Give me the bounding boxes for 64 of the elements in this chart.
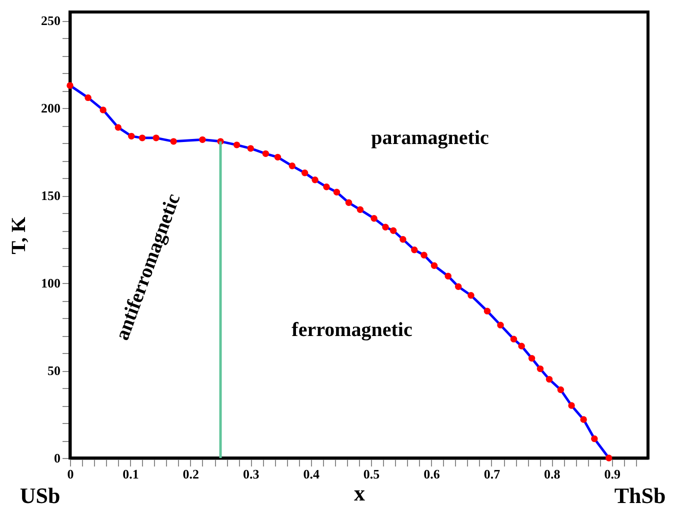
point (114, 124, 122, 131)
point (152, 134, 160, 142)
point (468, 292, 474, 299)
x-tick-label: 0.4 (303, 466, 320, 482)
point (591, 435, 598, 442)
point (345, 199, 352, 206)
point (233, 142, 240, 148)
point (536, 365, 544, 372)
point (411, 246, 418, 254)
point (301, 170, 308, 176)
y-axis-title: T, K (8, 216, 30, 254)
point (390, 227, 397, 234)
y-tick-label: 50 (48, 363, 60, 378)
y-tick-label: 0 (54, 450, 60, 466)
text: ThSb (614, 483, 666, 508)
point (606, 454, 612, 462)
x-tick-label: 0.9 (604, 466, 621, 482)
point (128, 132, 135, 140)
point (247, 145, 254, 152)
point (528, 354, 536, 362)
point (420, 252, 428, 258)
point (382, 224, 389, 230)
point (138, 134, 146, 142)
point (580, 416, 587, 423)
point (568, 402, 575, 409)
point (356, 206, 364, 213)
point (312, 176, 318, 184)
x-tick-label: 0.1 (122, 466, 139, 482)
point (546, 376, 553, 383)
point (262, 150, 270, 158)
point (454, 283, 462, 290)
point (444, 272, 452, 280)
x-tick-label: 0.7 (484, 466, 501, 482)
x-tick-label: 0.8 (544, 466, 561, 482)
point (497, 322, 504, 328)
y-tick-label: 200 (41, 100, 60, 116)
point (84, 94, 92, 102)
point (323, 184, 330, 190)
x-axis-title: x (354, 480, 365, 506)
point (400, 236, 406, 243)
y-tick-label: 150 (41, 188, 60, 204)
point (484, 308, 491, 314)
point (199, 136, 206, 144)
point (557, 386, 564, 394)
x-tick-label: 0.2 (182, 466, 200, 482)
x-tick-label: 0 (67, 466, 74, 482)
x-tick-label: 0.3 (243, 466, 260, 482)
text: USb (20, 483, 60, 508)
annotation: paramagnetic (371, 127, 489, 149)
y-tick-label: 250 (41, 13, 60, 28)
point (510, 336, 518, 342)
x-tick-label: 0.5 (363, 466, 380, 482)
y-tick-label: 100 (41, 276, 60, 291)
point (100, 106, 106, 114)
point (430, 262, 438, 269)
point (518, 342, 525, 350)
point (170, 138, 177, 145)
point (333, 188, 340, 196)
point (274, 154, 282, 161)
point (66, 82, 74, 89)
point (370, 215, 378, 222)
x-tick-label: 0.6 (424, 466, 440, 482)
point (288, 162, 296, 170)
annotation: ferromagnetic (292, 319, 412, 341)
